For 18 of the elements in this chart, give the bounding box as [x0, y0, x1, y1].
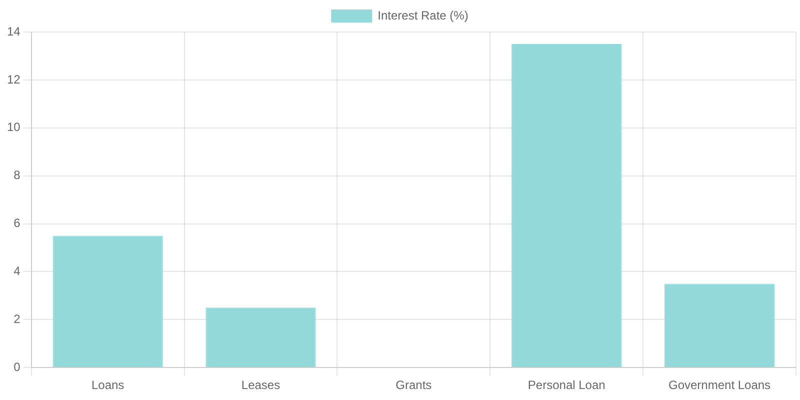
x-tick-label: Loans: [91, 378, 124, 392]
x-tick-label: Grants: [396, 378, 432, 392]
x-tick-label: Leases: [241, 378, 280, 392]
y-tick-label: 6: [14, 216, 21, 230]
x-tick-label: Government Loans: [668, 378, 771, 392]
bar: [52, 236, 163, 368]
y-tick-label: 4: [14, 264, 21, 278]
y-tick-label: 14: [6, 24, 21, 38]
x-tick-label: Personal Loan: [528, 378, 606, 392]
y-tick-label: 12: [6, 72, 21, 86]
bar: [206, 308, 316, 368]
y-tick-label: 10: [6, 120, 21, 134]
y-tick-label: 8: [14, 168, 21, 182]
legend-label: Interest Rate (%): [378, 8, 468, 22]
y-tick-label: 2: [14, 312, 21, 326]
bar: [512, 44, 622, 368]
y-tick-label: 0: [14, 360, 21, 374]
bar: [664, 284, 775, 368]
